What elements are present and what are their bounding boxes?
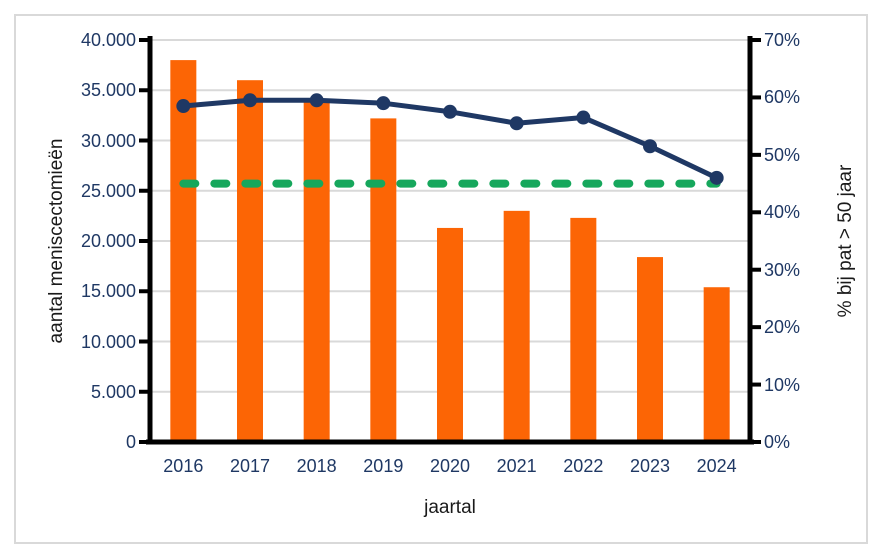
line-point-2018 bbox=[309, 93, 324, 108]
x-axis-title: jaartal bbox=[424, 497, 476, 518]
left-axis-tick-label: 40.000 bbox=[80, 30, 136, 50]
line-point-2019 bbox=[376, 96, 391, 111]
right-axis-tick-label: 60% bbox=[764, 87, 801, 108]
line-point-2017 bbox=[243, 93, 257, 108]
line-point-2021 bbox=[509, 116, 524, 131]
x-axis-tick-label: 2020 bbox=[429, 456, 471, 476]
right-axis-tick-label: 0% bbox=[764, 432, 791, 452]
line-point-2016 bbox=[176, 99, 191, 114]
left-axis-tick-label: 20.000 bbox=[80, 231, 136, 251]
bar-2017 bbox=[237, 80, 263, 442]
bar-2021 bbox=[503, 210, 530, 442]
bar-2020 bbox=[437, 227, 463, 442]
left-axis-tick-label: 5.000 bbox=[90, 381, 136, 402]
line-point-2022 bbox=[576, 110, 591, 125]
left-axis-tick-label: 30.000 bbox=[80, 130, 136, 151]
left-axis-tick-label: 25.000 bbox=[80, 180, 136, 201]
x-axis-tick-label: 2024 bbox=[696, 456, 737, 476]
x-axis-tick-label: 2021 bbox=[496, 456, 537, 476]
x-axis-tick-label: 2016 bbox=[163, 456, 204, 476]
left-axis-tick-label: 0 bbox=[125, 432, 136, 452]
right-axis-tick-label: 30% bbox=[764, 259, 801, 280]
right-axis-tick-label: 50% bbox=[764, 144, 801, 165]
bar-2022 bbox=[570, 217, 597, 442]
x-axis-tick-label: 2023 bbox=[629, 456, 671, 476]
line-point-2023 bbox=[643, 139, 657, 154]
right-axis-tick-label: 70% bbox=[764, 30, 801, 50]
bar-2016 bbox=[170, 60, 197, 442]
x-axis-tick-label: 2019 bbox=[363, 456, 404, 476]
bar-2023 bbox=[637, 257, 663, 442]
left-axis-tick-label: 35.000 bbox=[80, 80, 136, 101]
x-axis-tick-label: 2017 bbox=[229, 456, 271, 476]
right-axis-tick-label: 40% bbox=[764, 202, 801, 223]
right-axis-tick-label: 20% bbox=[764, 317, 801, 338]
right-axis-tick-label: 10% bbox=[764, 374, 801, 395]
x-axis-tick-label: 2022 bbox=[563, 456, 604, 476]
right-axis-title: % bij pat > 50 jaar bbox=[835, 164, 856, 318]
left-axis-tick-label: 10.000 bbox=[80, 331, 136, 352]
line-point-2020 bbox=[443, 104, 457, 119]
left-axis-title: aantal meniscectomieën bbox=[46, 138, 67, 344]
bar-2024 bbox=[703, 287, 730, 442]
bar-2019 bbox=[370, 118, 397, 442]
bar-2018 bbox=[303, 100, 330, 443]
x-axis-tick-label: 2018 bbox=[296, 456, 337, 476]
line-point-2024 bbox=[709, 170, 724, 185]
left-axis-tick-label: 15.000 bbox=[80, 281, 136, 302]
